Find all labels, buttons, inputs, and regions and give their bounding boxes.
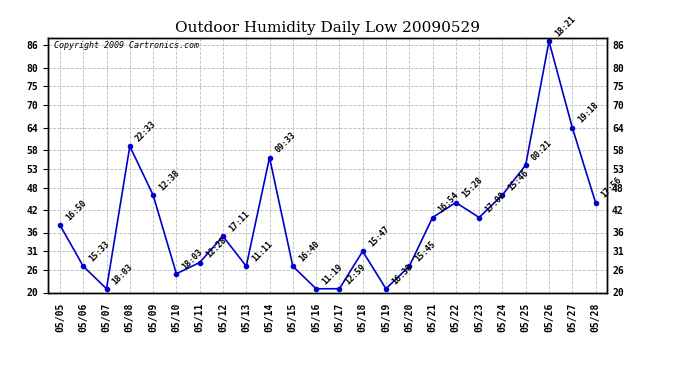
Text: 16:50: 16:50 bbox=[64, 198, 88, 222]
Text: 15:47: 15:47 bbox=[367, 224, 391, 249]
Text: Copyright 2009 Cartronics.com: Copyright 2009 Cartronics.com bbox=[54, 41, 199, 50]
Text: 12:28: 12:28 bbox=[204, 236, 228, 260]
Text: 17:08: 17:08 bbox=[483, 190, 507, 215]
Text: 18:21: 18:21 bbox=[553, 14, 578, 39]
Text: 17:11: 17:11 bbox=[227, 209, 251, 234]
Text: 11:19: 11:19 bbox=[320, 262, 344, 286]
Text: 16:54: 16:54 bbox=[437, 190, 461, 215]
Text: 16:40: 16:40 bbox=[297, 239, 321, 264]
Text: 15:33: 15:33 bbox=[88, 239, 112, 264]
Text: 12:59: 12:59 bbox=[344, 262, 368, 286]
Text: 11:11: 11:11 bbox=[250, 239, 275, 264]
Text: 15:46: 15:46 bbox=[506, 168, 531, 192]
Text: 22:33: 22:33 bbox=[134, 119, 158, 144]
Text: 16:30: 16:30 bbox=[390, 262, 414, 286]
Text: 09:33: 09:33 bbox=[274, 130, 298, 155]
Text: 00:21: 00:21 bbox=[530, 138, 554, 162]
Text: 15:28: 15:28 bbox=[460, 176, 484, 200]
Text: 15:45: 15:45 bbox=[413, 239, 437, 264]
Text: 18:03: 18:03 bbox=[110, 262, 135, 286]
Title: Outdoor Humidity Daily Low 20090529: Outdoor Humidity Daily Low 20090529 bbox=[175, 21, 480, 35]
Text: 19:18: 19:18 bbox=[576, 100, 600, 125]
Text: 12:38: 12:38 bbox=[157, 168, 181, 192]
Text: 17:56: 17:56 bbox=[600, 176, 624, 200]
Text: 18:03: 18:03 bbox=[181, 247, 205, 271]
